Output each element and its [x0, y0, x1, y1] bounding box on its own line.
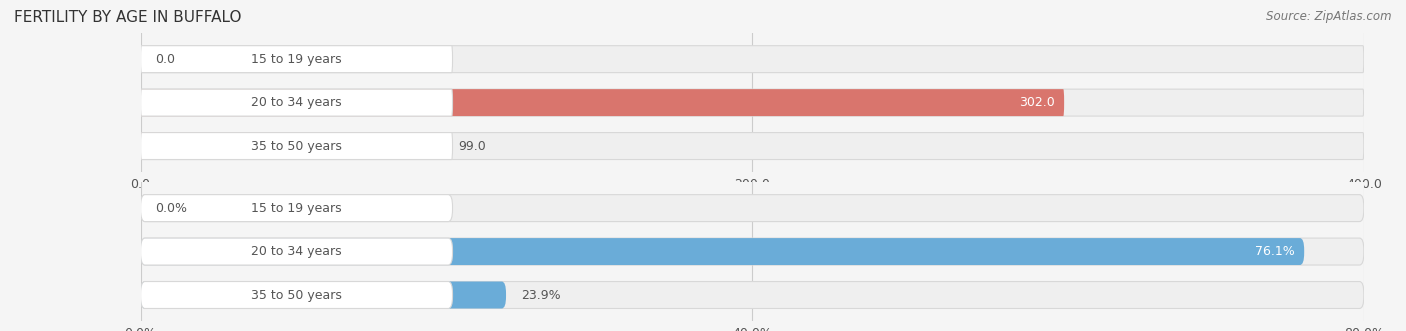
- FancyBboxPatch shape: [141, 89, 453, 116]
- Text: 99.0: 99.0: [458, 140, 486, 153]
- FancyBboxPatch shape: [141, 46, 453, 72]
- Text: Source: ZipAtlas.com: Source: ZipAtlas.com: [1267, 10, 1392, 23]
- Text: 0.0%: 0.0%: [155, 202, 187, 214]
- FancyBboxPatch shape: [141, 282, 453, 308]
- FancyBboxPatch shape: [141, 238, 453, 265]
- FancyBboxPatch shape: [141, 238, 1305, 265]
- FancyBboxPatch shape: [141, 282, 506, 308]
- Text: 0.0: 0.0: [155, 53, 176, 66]
- FancyBboxPatch shape: [141, 133, 443, 160]
- Text: 20 to 34 years: 20 to 34 years: [252, 245, 342, 258]
- Text: 302.0: 302.0: [1018, 96, 1054, 109]
- Text: 20 to 34 years: 20 to 34 years: [252, 96, 342, 109]
- FancyBboxPatch shape: [141, 89, 1064, 116]
- Text: 15 to 19 years: 15 to 19 years: [252, 202, 342, 214]
- FancyBboxPatch shape: [141, 133, 1364, 160]
- FancyBboxPatch shape: [141, 282, 1364, 308]
- FancyBboxPatch shape: [141, 238, 1364, 265]
- Text: 76.1%: 76.1%: [1254, 245, 1295, 258]
- FancyBboxPatch shape: [141, 195, 453, 221]
- Text: 15 to 19 years: 15 to 19 years: [252, 53, 342, 66]
- Text: 23.9%: 23.9%: [520, 289, 561, 302]
- FancyBboxPatch shape: [141, 89, 1364, 116]
- FancyBboxPatch shape: [141, 195, 1364, 221]
- FancyBboxPatch shape: [141, 46, 1364, 72]
- Text: 35 to 50 years: 35 to 50 years: [252, 140, 342, 153]
- Text: 35 to 50 years: 35 to 50 years: [252, 289, 342, 302]
- Text: FERTILITY BY AGE IN BUFFALO: FERTILITY BY AGE IN BUFFALO: [14, 10, 242, 25]
- FancyBboxPatch shape: [141, 133, 453, 160]
